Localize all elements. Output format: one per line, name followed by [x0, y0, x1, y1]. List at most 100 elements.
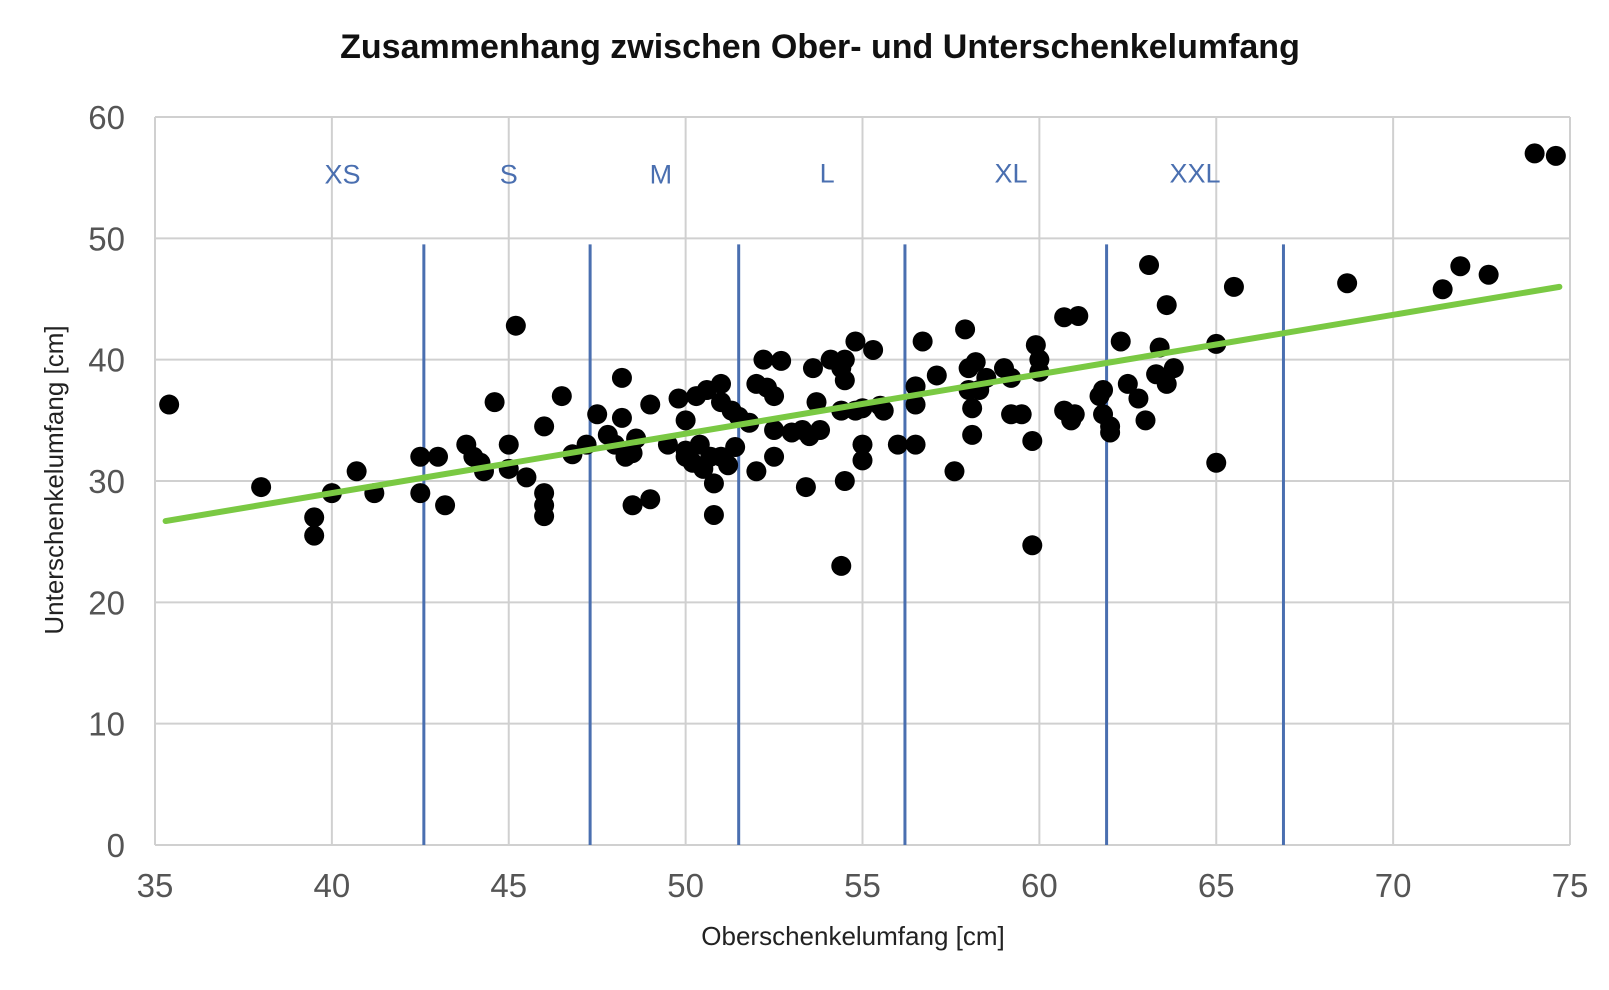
y-tick-label: 50 [88, 220, 125, 257]
data-point [810, 420, 831, 441]
data-point [640, 489, 661, 510]
x-tick-label: 60 [1021, 867, 1058, 904]
data-point [764, 420, 785, 441]
grid [154, 116, 1571, 846]
data-point [962, 398, 983, 419]
data-point [304, 507, 325, 528]
data-point [905, 394, 926, 415]
size-label-l: L [820, 159, 835, 189]
size-labels: XS S M L XL XXL [324, 159, 1220, 190]
data-point [852, 434, 873, 455]
data-point [498, 434, 519, 455]
y-axis-ticks: 0 10 20 30 40 50 60 [88, 99, 125, 864]
data-point [1337, 273, 1358, 294]
data-point [1545, 145, 1566, 166]
data-point [435, 495, 456, 516]
x-tick-label: 70 [1375, 867, 1412, 904]
y-tick-label: 30 [88, 463, 125, 500]
x-tick-label: 35 [137, 867, 174, 904]
data-point [534, 416, 555, 437]
data-point [1223, 276, 1244, 297]
data-point [955, 319, 976, 340]
data-point [703, 504, 724, 525]
data-point [611, 407, 632, 428]
data-point [725, 437, 746, 458]
data-point [1068, 305, 1089, 326]
data-point [534, 506, 555, 527]
y-tick-label: 60 [88, 99, 125, 136]
x-tick-label: 55 [844, 867, 881, 904]
data-point [764, 446, 785, 467]
data-point [887, 434, 908, 455]
data-point [505, 315, 526, 336]
size-label-s: S [500, 160, 518, 190]
data-point [251, 477, 272, 498]
data-point [1128, 388, 1149, 409]
data-point [1011, 404, 1032, 425]
data-point [1156, 295, 1177, 316]
data-point [1117, 373, 1138, 394]
data-point [831, 555, 852, 576]
data-point [905, 434, 926, 455]
data-point [802, 358, 823, 379]
x-axis-label: Oberschenkelumfang [cm] [701, 921, 1004, 951]
data-point [1093, 380, 1114, 400]
data-point [1432, 279, 1453, 300]
data-point [771, 350, 792, 371]
data-point [1064, 404, 1085, 425]
data-point [834, 471, 855, 491]
data-point [611, 367, 632, 388]
data-point [852, 450, 873, 471]
data-point [834, 349, 855, 370]
data-point [668, 388, 689, 409]
data-point [703, 473, 724, 494]
size-label-xl: XL [995, 159, 1028, 189]
x-axis-ticks: 35 40 45 50 55 60 65 70 75 [137, 867, 1589, 904]
data-point [834, 370, 855, 391]
data-point [718, 455, 739, 476]
data-point [944, 461, 965, 482]
data-point [587, 404, 608, 425]
data-point [1110, 331, 1131, 352]
y-tick-label: 40 [88, 342, 125, 379]
size-label-xxl: XXL [1170, 159, 1221, 189]
data-point [346, 461, 367, 482]
size-label-xs: XS [324, 160, 360, 190]
data-point [1139, 255, 1160, 276]
data-point [1156, 373, 1177, 394]
x-tick-label: 45 [490, 867, 527, 904]
data-point [912, 331, 933, 352]
chart-title: Zusammenhang zwischen Ober- und Untersch… [340, 28, 1300, 66]
data-point [675, 410, 696, 431]
data-point [428, 446, 448, 467]
data-point [1450, 256, 1471, 277]
data-points [159, 143, 1566, 576]
data-point [711, 373, 731, 394]
data-point [1206, 452, 1227, 473]
y-tick-label: 10 [88, 706, 125, 743]
data-point [1022, 430, 1043, 451]
x-tick-label: 65 [1198, 867, 1235, 904]
data-point [1022, 535, 1043, 556]
data-point [410, 446, 431, 467]
x-tick-label: 75 [1552, 867, 1589, 904]
data-point [926, 365, 947, 386]
data-point [1100, 422, 1121, 443]
data-point [965, 352, 986, 373]
y-tick-label: 0 [107, 827, 125, 864]
data-point [484, 392, 505, 413]
data-point [304, 525, 325, 546]
x-tick-label: 50 [667, 867, 704, 904]
data-point [1478, 264, 1499, 285]
size-label-m: M [650, 160, 673, 190]
data-point [873, 400, 894, 421]
y-axis-label: Unterschenkelumfang [cm] [39, 325, 69, 634]
y-tick-label: 20 [88, 584, 125, 621]
data-point [806, 392, 827, 413]
data-point [795, 477, 816, 498]
data-point [764, 386, 785, 407]
data-point [516, 467, 537, 488]
size-boundaries [422, 244, 1285, 845]
data-point [845, 331, 866, 352]
data-point [753, 349, 774, 370]
